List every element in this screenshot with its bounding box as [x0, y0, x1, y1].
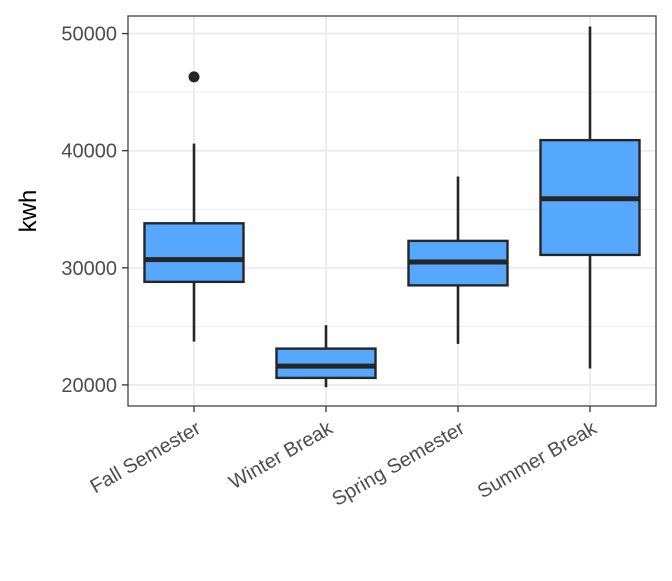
y-axis-title: kwh: [15, 190, 42, 233]
y-tick-label: 40000: [61, 141, 117, 163]
outlier-point: [188, 71, 200, 83]
y-tick-label: 20000: [61, 375, 117, 397]
panel-border: [127, 15, 657, 407]
y-tick-label: 50000: [61, 24, 117, 46]
box-2: [275, 325, 377, 388]
box-3: [407, 176, 509, 344]
box-iqr: [275, 347, 377, 380]
y-tick-label: 30000: [61, 258, 117, 280]
y-axis: 20000 30000 40000 50000: [61, 24, 128, 397]
box-iqr: [143, 222, 245, 284]
box-1: [143, 71, 245, 342]
box-4: [539, 26, 641, 369]
box-series: [143, 26, 641, 388]
